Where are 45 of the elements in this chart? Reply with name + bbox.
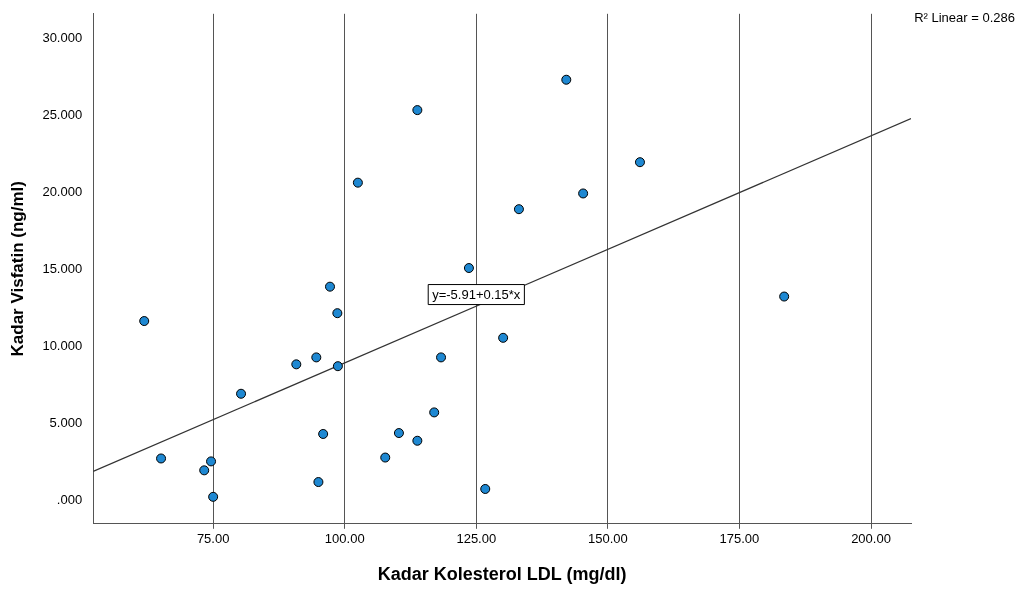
y-tick-label: .000	[56, 492, 83, 508]
y-tick-label: 10.000	[42, 338, 83, 354]
point	[429, 407, 440, 418]
point	[332, 308, 343, 319]
point	[412, 105, 423, 116]
y-tick-label: 30.000	[42, 30, 83, 46]
point	[498, 332, 509, 343]
point	[291, 359, 302, 370]
text: R² Linear = 0.286	[914, 10, 1015, 26]
point	[634, 157, 645, 168]
point	[208, 491, 219, 502]
x-tick-label: 200.00	[851, 531, 891, 547]
point	[513, 204, 524, 215]
y-tick-label: 5.000	[49, 415, 83, 431]
point	[352, 177, 363, 188]
x-tick-label: 75.00	[196, 531, 230, 547]
x-tick-label: 150.00	[587, 531, 628, 547]
y-tick-label: 15.000	[42, 261, 83, 277]
point	[324, 281, 335, 292]
x-tick-label: 175.00	[719, 531, 760, 547]
point	[412, 435, 423, 446]
x-tick-label: 100.00	[324, 531, 365, 547]
y-tick-label: 20.000	[42, 184, 83, 200]
point	[436, 352, 447, 363]
point	[779, 291, 790, 302]
point	[199, 465, 210, 476]
point	[156, 453, 167, 464]
point	[561, 74, 572, 85]
x-axis-title: Kadar Kolesterol LDL (mg/dl)	[377, 564, 627, 585]
point	[236, 388, 247, 399]
point	[311, 352, 322, 363]
point	[393, 428, 404, 439]
point	[313, 477, 324, 488]
point	[332, 361, 343, 372]
annotation: y=-5.91+0.15*x	[432, 287, 521, 303]
point	[480, 483, 491, 494]
x-tick-label: 125.00	[456, 531, 497, 547]
y-tick-label: 25.000	[42, 107, 83, 123]
point	[139, 316, 150, 327]
point	[206, 456, 217, 467]
y-axis-title: Kadar Visfatin (ng/ml)	[7, 181, 27, 357]
point	[578, 188, 589, 199]
point	[318, 428, 329, 439]
point	[380, 452, 391, 463]
point	[463, 263, 474, 274]
